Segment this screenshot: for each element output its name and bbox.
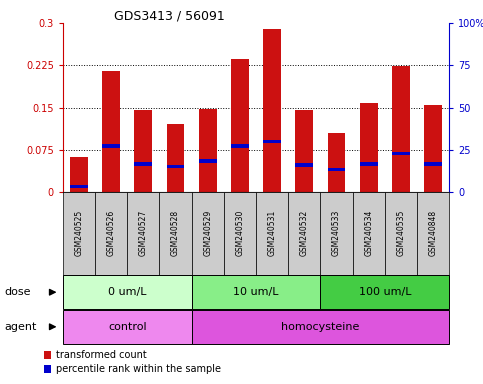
Bar (263, 140, 281, 143)
Bar (192, 192, 224, 275)
Text: 0 um/L: 0 um/L (108, 287, 146, 297)
Text: homocysteine: homocysteine (281, 322, 359, 332)
Bar (134, 110, 152, 192)
Bar (159, 192, 192, 275)
Text: GSM240534: GSM240534 (364, 210, 373, 257)
Bar (127, 192, 159, 275)
Bar (95, 192, 127, 275)
Legend: transformed count, percentile rank within the sample: transformed count, percentile rank withi… (43, 351, 221, 374)
Bar (327, 168, 345, 171)
Text: 100 um/L: 100 um/L (358, 287, 411, 297)
Text: agent: agent (5, 322, 37, 332)
Bar (256, 192, 288, 275)
Bar (360, 103, 378, 192)
Text: GSM240532: GSM240532 (300, 210, 309, 257)
Text: GSM240529: GSM240529 (203, 210, 212, 257)
Text: GSM240848: GSM240848 (428, 210, 438, 257)
Bar (231, 58, 249, 192)
Bar (199, 159, 216, 163)
Bar (320, 275, 449, 309)
Bar (263, 29, 281, 192)
Text: GSM240531: GSM240531 (268, 210, 277, 257)
Bar (102, 144, 120, 147)
Text: GSM240526: GSM240526 (107, 210, 115, 257)
Bar (320, 192, 353, 275)
Text: GSM240527: GSM240527 (139, 210, 148, 257)
Text: GSM240525: GSM240525 (74, 210, 84, 257)
Text: control: control (108, 322, 146, 332)
Bar (192, 310, 449, 344)
Bar (102, 71, 120, 192)
Bar (327, 133, 345, 192)
Text: GSM240528: GSM240528 (171, 210, 180, 257)
Text: 10 um/L: 10 um/L (233, 287, 279, 297)
Bar (424, 105, 442, 192)
Bar (424, 162, 442, 166)
Bar (231, 144, 249, 147)
Bar (63, 192, 95, 275)
Bar (392, 66, 410, 192)
Text: GSM240533: GSM240533 (332, 210, 341, 257)
Bar (63, 310, 192, 344)
Bar (385, 192, 417, 275)
Text: GSM240535: GSM240535 (397, 210, 405, 257)
Bar (224, 192, 256, 275)
Bar (167, 124, 185, 192)
Bar (288, 192, 320, 275)
Bar (192, 275, 320, 309)
Bar (70, 157, 88, 192)
Bar (296, 163, 313, 167)
Bar (417, 192, 449, 275)
Bar (360, 162, 378, 166)
Bar (70, 185, 88, 188)
Bar (296, 110, 313, 192)
Bar (199, 109, 216, 192)
Bar (392, 152, 410, 156)
Bar (134, 162, 152, 166)
Text: dose: dose (5, 287, 31, 297)
Bar (63, 275, 192, 309)
Text: GDS3413 / 56091: GDS3413 / 56091 (114, 10, 225, 23)
Text: GSM240530: GSM240530 (235, 210, 244, 257)
Bar (353, 192, 385, 275)
Bar (167, 165, 185, 168)
